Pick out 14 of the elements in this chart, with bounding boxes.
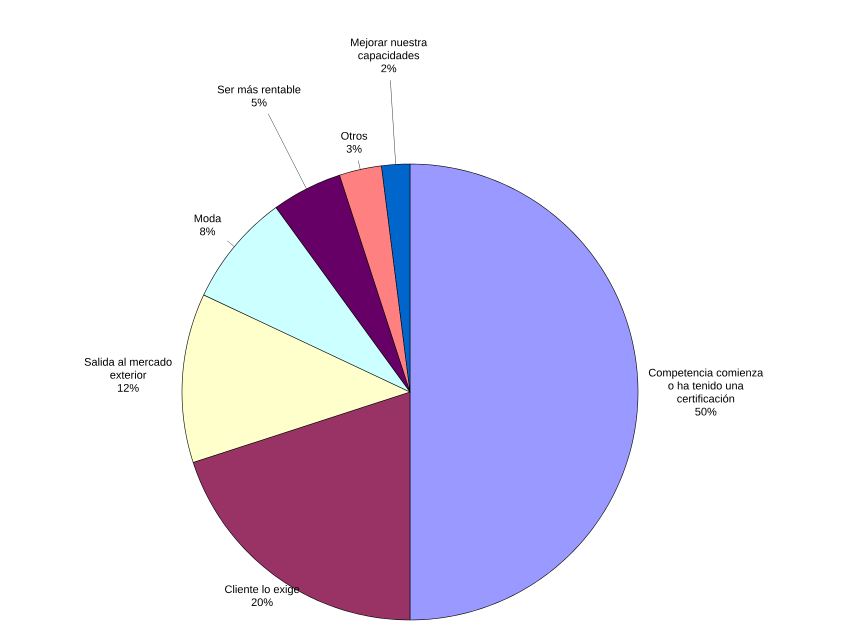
slice-label: Ser más rentable [218,85,300,94]
data-label: 12% [118,384,139,392]
data-label: 5% [252,98,267,106]
slice-label: Salida al mercado exterior [84,358,172,379]
data-label: 3% [346,144,362,153]
data-label: 50% [695,408,716,416]
data-label: 8% [200,228,216,236]
slice-label: Competencia comienza o ha tenido una certificación [648,368,764,403]
data-label: 20% [252,598,273,606]
slice-label: Otros [341,132,368,140]
data-label: 2% [381,64,396,72]
slice-label: Cliente lo exige [225,585,300,596]
slice-label: Mejorar nuestra capacidades [351,38,428,62]
slice-label: Moda [194,214,222,222]
